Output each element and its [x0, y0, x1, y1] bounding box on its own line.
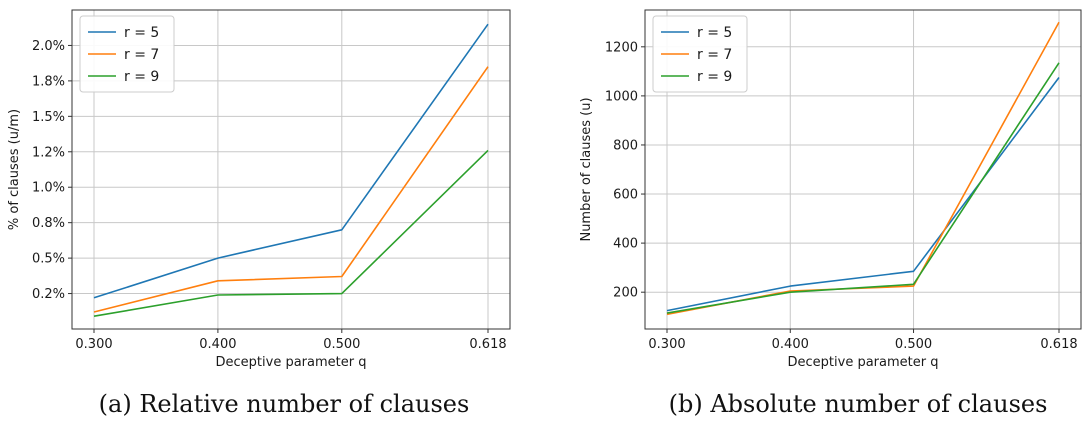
- y-tick-label: 1.8%: [32, 74, 65, 89]
- legend-label-1: r = 5: [697, 25, 732, 41]
- y-tick-label: 400: [613, 237, 638, 252]
- x-axis-label: Deceptive parameter q: [788, 355, 939, 370]
- y-tick-label: 200: [613, 286, 638, 301]
- x-tick-label: 0.500: [323, 337, 360, 352]
- y-tick-label: 0.8%: [32, 216, 65, 231]
- legend: r = 5 r = 7 r = 9: [79, 15, 175, 93]
- x-tick-label: 0.618: [1040, 337, 1077, 352]
- x-tick-label: 0.300: [648, 337, 685, 352]
- legend: r = 5 r = 7 r = 9: [652, 15, 748, 93]
- legend-label-1: r = 5: [124, 25, 159, 41]
- subplot-caption: (b) Absolute number of clauses: [669, 390, 1048, 418]
- x-tick-label: 0.618: [469, 337, 506, 352]
- x-tick-label: 0.400: [772, 337, 809, 352]
- series-line-3: [666, 62, 1060, 314]
- series-line-3: [93, 149, 489, 317]
- x-tick-label: 0.400: [199, 337, 236, 352]
- y-tick-label: 1.5%: [32, 110, 65, 125]
- y-tick-label: 0.2%: [32, 287, 65, 302]
- y-axis-label: Number of clauses (u): [579, 97, 594, 241]
- y-axis-label: % of clauses (u/m): [7, 109, 22, 230]
- y-tick-label: 1.0%: [32, 181, 65, 196]
- x-axis-label: Deceptive parameter q: [216, 355, 367, 370]
- grid: [645, 10, 1081, 329]
- y-tick-label: 2.0%: [32, 39, 65, 54]
- y-tick-label: 0.5%: [32, 252, 65, 267]
- y-tick-label: 1.2%: [32, 145, 65, 160]
- legend-box: [652, 15, 748, 93]
- subplot-caption: (a) Relative number of clauses: [99, 390, 470, 418]
- x-tick-label: 0.500: [895, 337, 932, 352]
- y-tick-label: 1000: [605, 89, 638, 104]
- y-tick-label: 800: [613, 138, 638, 153]
- subplot-b: 200 400 600 800 1000 1200 0.300 0.400 0.500 0.618…: [579, 9, 1082, 418]
- plot-frame: [644, 9, 1082, 330]
- legend-label-3: r = 9: [697, 69, 732, 85]
- y-tick-label: 600: [613, 188, 638, 203]
- subplot-a: 0.2% 0.5% 0.8% 1.0% 1.2% 1.5% 1.8% 2.0% 0.300 0.4…: [7, 9, 511, 418]
- legend-label-3: r = 9: [124, 69, 159, 85]
- plot-frame: [71, 9, 511, 330]
- legend-label-2: r = 7: [124, 47, 159, 63]
- legend-box: [79, 15, 175, 93]
- series-line-2: [93, 66, 489, 313]
- y-tick-label: 1200: [605, 40, 638, 55]
- series-line-1: [93, 23, 489, 299]
- x-tick-label: 0.300: [75, 337, 112, 352]
- legend-label-2: r = 7: [697, 47, 732, 63]
